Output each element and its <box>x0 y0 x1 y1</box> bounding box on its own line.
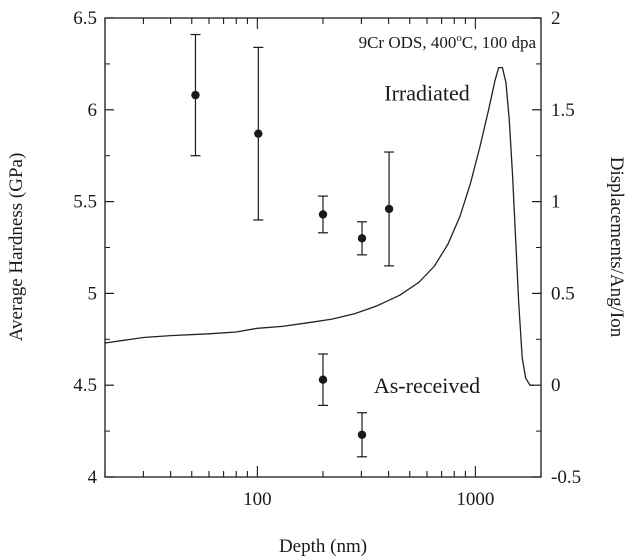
title-pre: 9Cr ODS, 400 <box>359 33 457 52</box>
chart-title: 9Cr ODS, 400oC, 100 dpa <box>359 32 537 52</box>
y2-tick-label: 0.5 <box>551 283 575 304</box>
points <box>191 90 394 439</box>
y2-axis-title: Displacements/Ang/Ion <box>606 157 627 338</box>
y-tick-label: 6 <box>88 100 98 121</box>
title-post: C, 100 dpa <box>462 33 537 52</box>
displacement-line <box>104 66 535 386</box>
y2-tick-label: -0.5 <box>551 467 581 488</box>
irradiated-point <box>254 129 263 138</box>
y-tick-label: 4.5 <box>73 375 97 396</box>
tick-labels: 4 4.5 5 5.5 6 6.5 -0.5 0 0.5 1 1.5 2 100 1000 <box>73 8 581 510</box>
irradiated-point <box>384 204 394 214</box>
plot-frame <box>104 17 542 478</box>
x-axis-title: Depth (nm) <box>279 536 367 557</box>
y-tick-label: 4 <box>88 467 98 488</box>
irradiated-point <box>357 234 367 243</box>
annotation-as-received: As-received <box>374 373 480 398</box>
irradiated-point <box>318 210 328 219</box>
title-sup: o <box>456 32 462 44</box>
x-tick-label: 100 <box>243 489 272 510</box>
x-tick-label: 1000 <box>456 489 494 510</box>
y-tick-label: 6.5 <box>73 8 97 29</box>
as-received-point <box>318 375 328 384</box>
ticks <box>104 17 542 478</box>
annotation-irradiated: Irradiated <box>384 81 470 106</box>
y-tick-label: 5.5 <box>73 192 97 213</box>
y-axis-title: Average Hardness (GPa) <box>6 153 27 342</box>
y2-tick-label: 0 <box>551 375 561 396</box>
irradiated-point <box>191 90 200 100</box>
y2-tick-label: 1.5 <box>551 100 575 121</box>
errorbars <box>190 33 395 458</box>
y-tick-label: 5 <box>88 283 98 304</box>
as-received-point <box>357 430 367 439</box>
y2-tick-label: 2 <box>551 8 561 29</box>
y2-tick-label: 1 <box>551 192 561 213</box>
